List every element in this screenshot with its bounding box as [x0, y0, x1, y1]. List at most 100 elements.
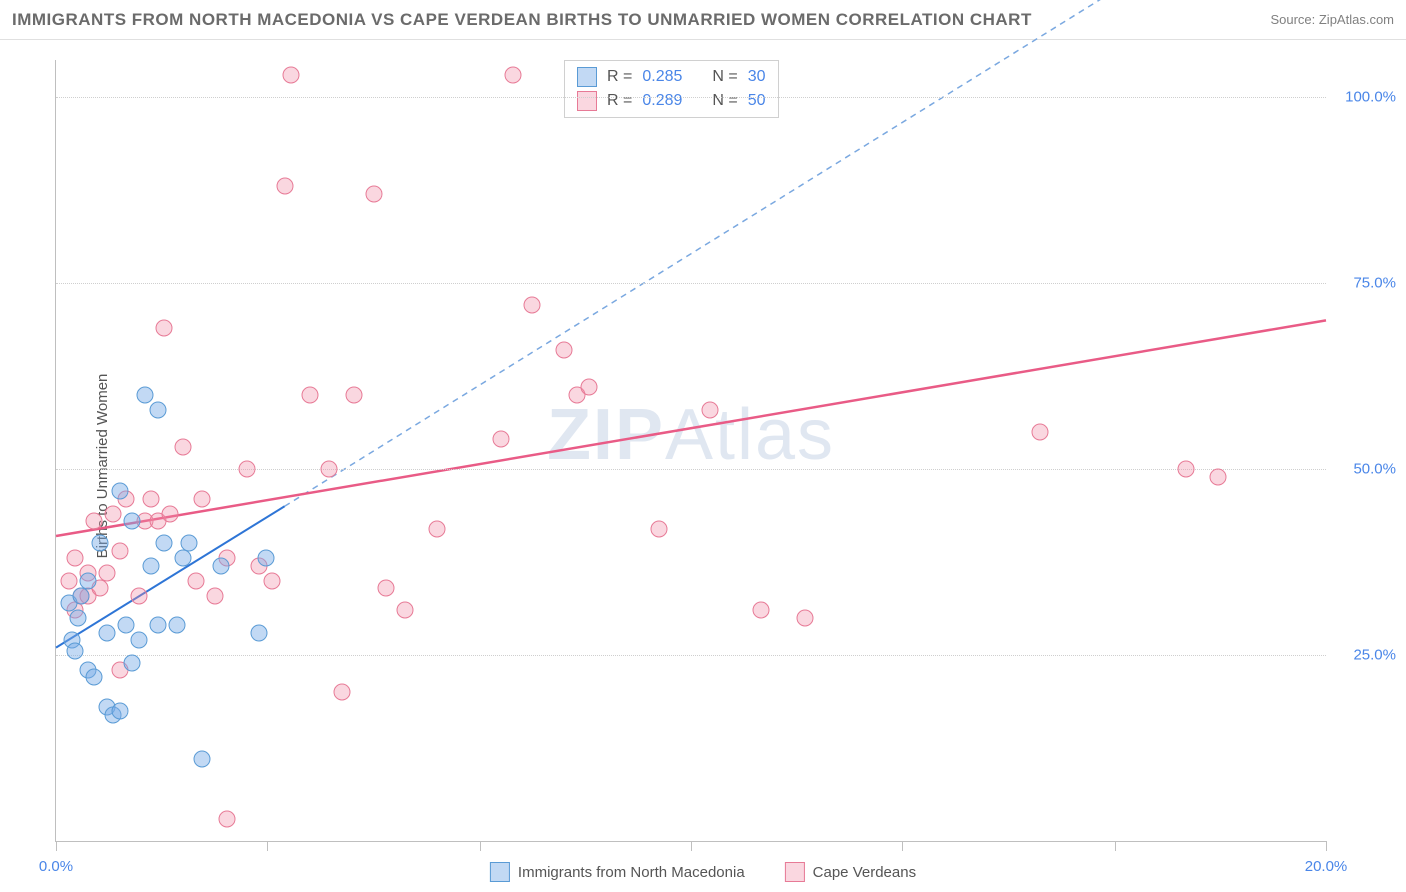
stats-legend-row: R = 0.289 N = 50: [565, 89, 778, 113]
y-tick-label: 25.0%: [1336, 647, 1396, 664]
r-value: 0.285: [642, 68, 682, 86]
scatter-point: [86, 669, 103, 686]
scatter-point: [206, 587, 223, 604]
scatter-point: [282, 66, 299, 83]
scatter-point: [105, 505, 122, 522]
y-tick-label: 100.0%: [1336, 89, 1396, 106]
scatter-point: [155, 535, 172, 552]
scatter-point: [130, 632, 147, 649]
gridline: [56, 283, 1326, 284]
r-label: R =: [607, 92, 632, 110]
scatter-point: [651, 520, 668, 537]
gridline: [56, 97, 1326, 98]
n-label: N =: [712, 92, 737, 110]
legend-label: Cape Verdeans: [813, 864, 916, 881]
scatter-point: [213, 557, 230, 574]
stats-legend-row: R = 0.285 N = 30: [565, 65, 778, 89]
scatter-point: [702, 401, 719, 418]
n-value: 30: [748, 68, 766, 86]
x-tick: [1115, 841, 1116, 851]
legend-swatch: [577, 91, 597, 111]
scatter-point: [136, 386, 153, 403]
legend-item: Cape Verdeans: [785, 862, 916, 882]
scatter-point: [117, 617, 134, 634]
n-value: 50: [748, 92, 766, 110]
legend-swatch: [577, 67, 597, 87]
scatter-point: [67, 550, 84, 567]
scatter-point: [505, 66, 522, 83]
x-tick: [691, 841, 692, 851]
series-legend: Immigrants from North Macedonia Cape Verd…: [490, 862, 916, 882]
legend-label: Immigrants from North Macedonia: [518, 864, 745, 881]
scatter-point: [581, 379, 598, 396]
x-tick: [480, 841, 481, 851]
scatter-point: [162, 505, 179, 522]
legend-swatch: [785, 862, 805, 882]
watermark: ZIPAtlas: [547, 394, 835, 476]
scatter-point: [124, 654, 141, 671]
scatter-point: [98, 565, 115, 582]
x-tick-label: 0.0%: [39, 858, 73, 875]
scatter-point: [333, 684, 350, 701]
scatter-point: [67, 643, 84, 660]
scatter-point: [130, 587, 147, 604]
gridline: [56, 655, 1326, 656]
scatter-point: [111, 483, 128, 500]
source-label: Source: ZipAtlas.com: [1270, 12, 1394, 27]
scatter-point: [168, 617, 185, 634]
scatter-point: [194, 751, 211, 768]
scatter-point: [752, 602, 769, 619]
scatter-point: [111, 702, 128, 719]
scatter-point: [60, 572, 77, 589]
scatter-point: [111, 542, 128, 559]
scatter-point: [194, 490, 211, 507]
legend-swatch: [490, 862, 510, 882]
chart-area: Births to Unmarried Women ZIPAtlas R =0.…: [0, 40, 1406, 892]
scatter-point: [346, 386, 363, 403]
x-tick-label: 20.0%: [1305, 858, 1348, 875]
y-tick-label: 75.0%: [1336, 275, 1396, 292]
header: IMMIGRANTS FROM NORTH MACEDONIA VS CAPE …: [0, 0, 1406, 40]
scatter-point: [321, 461, 338, 478]
x-tick: [267, 841, 268, 851]
scatter-point: [70, 609, 87, 626]
scatter-point: [397, 602, 414, 619]
scatter-point: [378, 580, 395, 597]
x-tick: [902, 841, 903, 851]
scatter-point: [1032, 423, 1049, 440]
r-label: R =: [607, 68, 632, 86]
y-tick-label: 50.0%: [1336, 461, 1396, 478]
scatter-point: [175, 438, 192, 455]
scatter-point: [149, 401, 166, 418]
scatter-point: [1210, 468, 1227, 485]
plot-area: ZIPAtlas R =0.285N =30R =0.289N =50 25.0…: [55, 60, 1326, 842]
scatter-point: [73, 587, 90, 604]
scatter-point: [86, 513, 103, 530]
scatter-point: [302, 386, 319, 403]
scatter-point: [187, 572, 204, 589]
scatter-point: [219, 810, 236, 827]
scatter-point: [365, 185, 382, 202]
scatter-point: [429, 520, 446, 537]
scatter-point: [143, 557, 160, 574]
scatter-point: [556, 342, 573, 359]
scatter-point: [238, 461, 255, 478]
scatter-point: [155, 319, 172, 336]
scatter-point: [1178, 461, 1195, 478]
scatter-point: [524, 297, 541, 314]
scatter-point: [79, 572, 96, 589]
scatter-point: [175, 550, 192, 567]
scatter-point: [263, 572, 280, 589]
scatter-point: [124, 513, 141, 530]
x-tick: [1326, 841, 1327, 851]
x-tick: [56, 841, 57, 851]
r-value: 0.289: [642, 92, 682, 110]
n-label: N =: [712, 68, 737, 86]
scatter-point: [257, 550, 274, 567]
scatter-point: [92, 535, 109, 552]
regression-lines: [56, 60, 1326, 841]
scatter-point: [181, 535, 198, 552]
scatter-point: [251, 624, 268, 641]
scatter-point: [797, 609, 814, 626]
scatter-point: [276, 178, 293, 195]
